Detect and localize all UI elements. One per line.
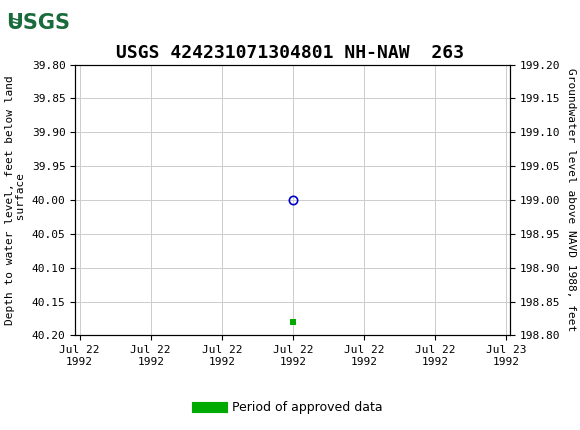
- Text: ≈: ≈: [7, 12, 23, 31]
- Text: USGS: USGS: [6, 12, 70, 33]
- FancyBboxPatch shape: [1, 3, 71, 42]
- Y-axis label: Groundwater level above NAVD 1988, feet: Groundwater level above NAVD 1988, feet: [566, 68, 576, 332]
- Text: USGS 424231071304801 NH-NAW  263: USGS 424231071304801 NH-NAW 263: [116, 44, 464, 62]
- Legend: Period of approved data: Period of approved data: [192, 396, 388, 419]
- Y-axis label: Depth to water level, feet below land
 surface: Depth to water level, feet below land su…: [5, 75, 26, 325]
